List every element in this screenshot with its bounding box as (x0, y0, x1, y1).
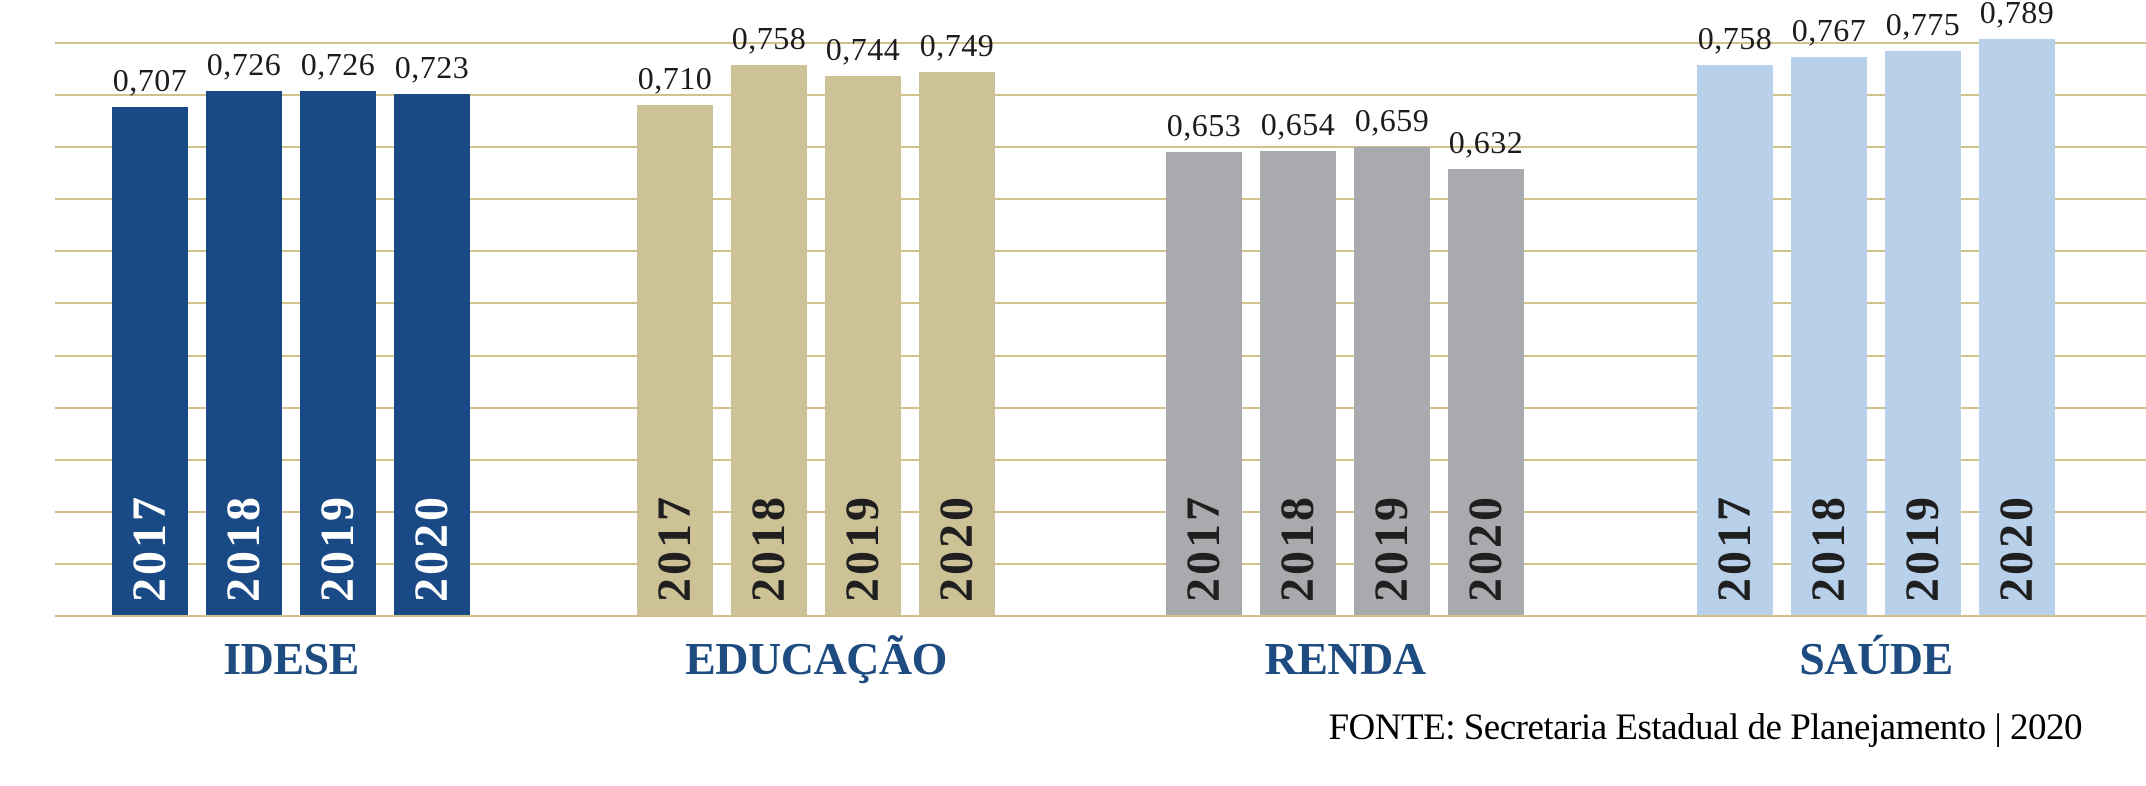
bar-saude-2020: 2020 (1979, 39, 2055, 615)
year-label-educacao-2020: 2020 (930, 494, 983, 602)
bar-educacao-2017: 2017 (637, 105, 713, 615)
source-note: FONTE: Secretaria Estadual de Planejamen… (1328, 707, 2082, 748)
value-label-saude-2018: 0,767 (1791, 12, 1867, 48)
group-label-renda: RENDA (1264, 633, 1426, 684)
year-label-educacao-2018: 2018 (742, 494, 795, 602)
group-label-saude: SAÚDE (1799, 633, 1953, 684)
group-label-educacao: EDUCAÇÃO (685, 633, 947, 684)
bar-renda-2017: 2017 (1166, 152, 1242, 615)
gridline (55, 407, 2146, 409)
gridline (55, 302, 2146, 304)
value-label-renda-2019: 0,659 (1354, 102, 1430, 138)
bar-idese-2019: 2019 (300, 91, 376, 615)
year-label-idese-2017: 2017 (123, 494, 176, 602)
year-label-saude-2018: 2018 (1802, 494, 1855, 602)
bar-renda-2018: 2018 (1260, 151, 1336, 615)
value-label-saude-2019: 0,775 (1885, 6, 1961, 42)
value-label-renda-2020: 0,632 (1448, 124, 1524, 160)
gridline (55, 250, 2146, 252)
year-label-saude-2017: 2017 (1708, 494, 1761, 602)
gridline (55, 355, 2146, 357)
year-label-educacao-2019: 2019 (836, 494, 889, 602)
gridline (55, 459, 2146, 461)
bar-educacao-2020: 2020 (919, 72, 995, 615)
bar-idese-2018: 2018 (206, 91, 282, 615)
year-label-idese-2018: 2018 (217, 494, 270, 602)
gridline (55, 563, 2146, 565)
bar-educacao-2019: 2019 (825, 76, 901, 615)
year-label-saude-2020: 2020 (1990, 494, 2043, 602)
bar-renda-2020: 2020 (1448, 169, 1524, 615)
gridline (55, 615, 2146, 617)
value-label-educacao-2017: 0,710 (637, 60, 713, 96)
value-label-educacao-2019: 0,744 (825, 31, 901, 67)
bar-idese-2020: 2020 (394, 94, 470, 615)
year-label-renda-2019: 2019 (1365, 494, 1418, 602)
value-label-educacao-2020: 0,749 (919, 27, 995, 63)
value-label-idese-2018: 0,726 (206, 46, 282, 82)
year-label-educacao-2017: 2017 (648, 494, 701, 602)
value-label-idese-2019: 0,726 (300, 46, 376, 82)
gridline (55, 198, 2146, 200)
bar-idese-2017: 2017 (112, 107, 188, 615)
bar-saude-2019: 2019 (1885, 51, 1961, 615)
gridline (55, 42, 2146, 44)
year-label-idese-2020: 2020 (405, 494, 458, 602)
value-label-idese-2020: 0,723 (394, 49, 470, 85)
bar-educacao-2018: 2018 (731, 65, 807, 615)
value-label-idese-2017: 0,707 (112, 62, 188, 98)
gridline (55, 94, 2146, 96)
year-label-renda-2017: 2017 (1177, 494, 1230, 602)
value-label-renda-2018: 0,654 (1260, 106, 1336, 142)
year-label-idese-2019: 2019 (311, 494, 364, 602)
year-label-saude-2019: 2019 (1896, 494, 1949, 602)
value-label-saude-2017: 0,758 (1697, 20, 1773, 56)
bar-saude-2017: 2017 (1697, 65, 1773, 615)
bar-saude-2018: 2018 (1791, 57, 1867, 615)
value-label-renda-2017: 0,653 (1166, 107, 1242, 143)
value-label-saude-2020: 0,789 (1979, 0, 2055, 30)
year-label-renda-2020: 2020 (1459, 494, 1512, 602)
value-label-educacao-2018: 0,758 (731, 20, 807, 56)
bar-renda-2019: 2019 (1354, 147, 1430, 615)
year-label-renda-2018: 2018 (1271, 494, 1324, 602)
gridline (55, 146, 2146, 148)
group-label-idese: IDESE (223, 633, 359, 684)
gridline (55, 511, 2146, 513)
